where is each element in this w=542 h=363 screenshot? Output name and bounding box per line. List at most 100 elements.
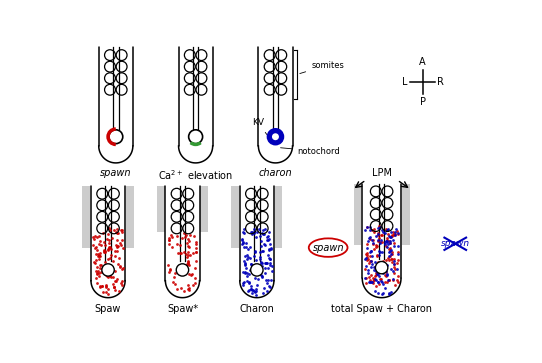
Point	[364, 256, 372, 262]
Point	[94, 251, 103, 257]
Point	[191, 258, 200, 264]
Point	[374, 237, 383, 243]
Point	[244, 246, 253, 252]
Point	[393, 249, 402, 254]
Point	[377, 267, 386, 273]
Point	[261, 270, 269, 276]
Point	[256, 233, 264, 238]
Point	[385, 246, 393, 252]
Point	[363, 257, 371, 263]
Point	[243, 273, 251, 279]
Point	[247, 286, 255, 291]
Point	[390, 232, 399, 238]
Point	[361, 227, 370, 233]
Point	[184, 282, 192, 288]
Point	[90, 245, 99, 250]
Point	[394, 273, 403, 278]
Point	[108, 274, 117, 280]
Point	[93, 264, 102, 270]
Point	[385, 253, 394, 259]
Point	[250, 230, 259, 236]
Point	[240, 260, 249, 266]
Point	[185, 244, 193, 250]
Point	[378, 280, 386, 285]
Point	[175, 270, 184, 276]
Point	[184, 285, 193, 291]
Point	[117, 280, 126, 286]
Point	[266, 256, 275, 262]
Point	[240, 279, 248, 285]
Text: Spaw: Spaw	[95, 304, 121, 314]
Point	[377, 232, 385, 238]
Point	[257, 259, 266, 265]
Point	[381, 272, 390, 278]
Point	[243, 256, 251, 262]
Point	[89, 234, 98, 240]
Point	[390, 244, 398, 249]
Point	[378, 259, 386, 265]
Point	[169, 274, 178, 280]
Point	[177, 269, 186, 274]
Point	[364, 238, 372, 244]
Point	[114, 230, 122, 236]
Point	[184, 244, 192, 249]
Point	[182, 251, 191, 257]
Point	[257, 273, 266, 278]
Point	[255, 254, 264, 260]
Point	[379, 270, 388, 276]
Point	[247, 261, 255, 267]
Point	[95, 250, 104, 256]
Point	[245, 271, 254, 277]
Point	[372, 244, 381, 250]
Point	[166, 266, 175, 272]
Point	[96, 284, 105, 290]
Point	[368, 261, 377, 266]
Text: spawn: spawn	[312, 242, 344, 253]
Point	[183, 254, 191, 260]
Point	[388, 251, 397, 257]
Point	[371, 264, 379, 270]
Point	[109, 284, 118, 290]
Point	[238, 229, 247, 234]
Point	[383, 238, 391, 244]
Point	[260, 260, 269, 266]
Point	[366, 234, 375, 240]
Point	[240, 258, 248, 264]
Point	[366, 249, 375, 255]
Point	[364, 267, 372, 273]
Point	[98, 284, 106, 289]
Point	[99, 249, 108, 254]
Point	[91, 233, 99, 239]
Point	[386, 252, 395, 257]
Point	[96, 265, 105, 271]
Point	[257, 244, 266, 249]
Point	[389, 270, 398, 276]
Point	[92, 234, 101, 240]
Point	[368, 237, 377, 243]
Point	[191, 249, 200, 254]
Point	[386, 234, 395, 240]
Point	[95, 253, 104, 259]
Point	[105, 244, 114, 250]
Point	[113, 248, 122, 254]
Point	[101, 259, 109, 265]
Point	[250, 229, 259, 235]
Point	[375, 252, 383, 258]
Point	[169, 279, 177, 285]
Point	[383, 255, 392, 261]
Point	[172, 241, 181, 247]
Point	[370, 277, 379, 282]
Point	[389, 258, 398, 264]
Point	[93, 280, 102, 286]
Point	[384, 249, 393, 255]
Point	[362, 276, 370, 281]
Circle shape	[376, 261, 388, 274]
Point	[252, 257, 261, 263]
Point	[94, 253, 103, 259]
Point	[252, 288, 261, 294]
Point	[118, 278, 126, 284]
Point	[384, 277, 393, 283]
Point	[381, 279, 390, 285]
Point	[373, 244, 382, 249]
Point	[368, 241, 377, 247]
